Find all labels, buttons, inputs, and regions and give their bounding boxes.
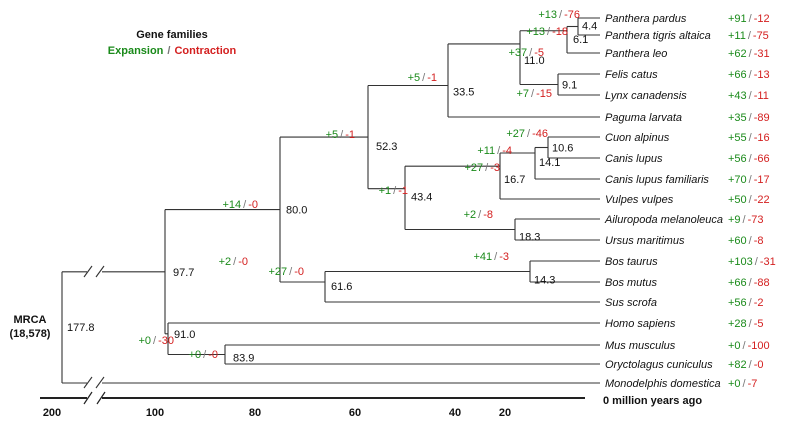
species-name: Cuon alpinus: [605, 132, 670, 144]
species-name: Canis lupus familiaris: [605, 174, 709, 186]
node-age-label: 11.0: [524, 55, 545, 67]
node-age-label: 16.7: [504, 174, 525, 186]
node-age-label: 10.6: [552, 143, 573, 155]
species-name: Bos mutus: [605, 277, 657, 289]
species-gene-count-label: +0/-7: [728, 378, 757, 390]
species-gene-count-label: +35/-89: [728, 112, 770, 124]
node-gene-count-label: +37/-5: [508, 47, 544, 59]
node-age-label: 18.3: [519, 232, 540, 244]
species-name: Felis catus: [605, 69, 658, 81]
tree-branches: [61, 17, 600, 389]
axis-tick-label: 20: [499, 407, 511, 419]
legend-slash: /: [167, 45, 170, 57]
axis-tick-label: 60: [349, 407, 361, 419]
axis-tick-label: 80: [249, 407, 261, 419]
node-age-label: 14.1: [539, 157, 560, 169]
node-age-label: 33.5: [453, 87, 474, 99]
species-gene-count-label: +62/-31: [728, 48, 770, 60]
node-gene-count-label: +14/-0: [222, 199, 258, 211]
branch-break-mark: [95, 265, 105, 278]
axis-tick-label: 40: [449, 407, 461, 419]
branch-break-mark: [83, 376, 93, 389]
node-gene-count-label: +0/-0: [189, 349, 218, 361]
species-name: Mus musculus: [605, 340, 676, 352]
node-age-label: 83.9: [233, 353, 254, 365]
species-gene-count-label: +56/-2: [728, 297, 764, 309]
species-name: Panthera leo: [605, 48, 667, 60]
species-name: Monodelphis domestica: [605, 378, 721, 390]
species-name: Panthera pardus: [605, 13, 687, 25]
branch-break-mark: [95, 376, 105, 389]
node-gene-count-label: +13/-18: [526, 26, 568, 38]
node-age-label: 43.4: [411, 192, 432, 204]
root-count: (18,578): [10, 328, 51, 340]
legend-title: Gene families: [136, 29, 208, 41]
node-age-label: 6.1: [573, 34, 588, 46]
species-gene-count-label: +91/-12: [728, 13, 770, 25]
species-name: Homo sapiens: [605, 318, 676, 330]
node-gene-count-label: +2/-8: [464, 209, 493, 221]
axis-tick-label: 200: [43, 407, 61, 419]
species-gene-count-label: +82/-0: [728, 359, 764, 371]
node-gene-count-label: +13/-76: [538, 9, 580, 21]
axis-tick-label: 100: [146, 407, 164, 419]
node-gene-count-label: +27/-46: [506, 128, 548, 140]
tree-labels: 4.4+13/-76 6.1 +13/-18 11.0+37/-5 9.1 +7/-15 3…: [138, 9, 775, 390]
species-name: Ailuropoda melanoleuca: [604, 214, 723, 226]
node-age-label: 97.7: [173, 267, 194, 279]
species-name: Vulpes vulpes: [605, 194, 674, 206]
species-name: Sus scrofa: [605, 297, 657, 309]
node-age-label: 4.4: [582, 21, 597, 33]
species-gene-count-label: +0/-100: [728, 340, 770, 352]
axis-break-mark-1: [83, 391, 93, 405]
species-name: Paguma larvata: [605, 112, 682, 124]
species-name: Bos taurus: [605, 256, 658, 268]
species-gene-count-label: +103/-31: [728, 256, 776, 268]
node-age-label: 61.6: [331, 281, 352, 293]
species-gene-count-label: +70/-17: [728, 174, 770, 186]
species-gene-count-label: +11/-75: [728, 30, 769, 42]
node-age-label: 91.0: [174, 329, 195, 341]
node-gene-count-label: +7/-15: [516, 88, 552, 100]
node-gene-count-label: +0/-30: [138, 335, 174, 347]
species-name: Panthera tigris altaica: [605, 30, 711, 42]
node-age-label: 52.3: [376, 141, 397, 153]
node-gene-count-label: +1/-1: [379, 185, 408, 197]
axis-zero-label: 0 million years ago: [603, 395, 702, 407]
species-name: Oryctolagus cuniculus: [605, 359, 713, 371]
node-gene-count-label: +11/-4: [477, 145, 512, 157]
node-gene-count-label: +27/-0: [268, 266, 304, 278]
root-label: MRCA: [14, 314, 47, 326]
species-gene-count-label: +66/-88: [728, 277, 770, 289]
node-gene-count-label: +5/-1: [326, 129, 355, 141]
node-gene-count-label: +2/-0: [219, 256, 248, 268]
node-gene-count-label: +5/-1: [408, 72, 437, 84]
species-gene-count-label: +66/-13: [728, 69, 770, 81]
axis-break-mark-2: [96, 391, 106, 405]
species-gene-count-label: +43/-11: [728, 90, 769, 102]
species-gene-count-label: +28/-5: [728, 318, 764, 330]
root-age: 177.8: [67, 322, 95, 334]
species-gene-count-label: +9/-73: [728, 214, 764, 226]
species-gene-count-label: +55/-16: [728, 132, 770, 144]
species-gene-count-label: +56/-66: [728, 153, 770, 165]
species-gene-count-label: +50/-22: [728, 194, 770, 206]
node-age-label: 80.0: [286, 205, 307, 217]
node-age-label: 14.3: [534, 275, 555, 287]
legend-expansion: Expansion: [108, 45, 164, 57]
species-name: Canis lupus: [605, 153, 663, 165]
node-gene-count-label: +41/-3: [473, 251, 509, 263]
species-gene-count-label: +60/-8: [728, 235, 764, 247]
legend-contraction: Contraction: [174, 45, 236, 57]
legend-line: Expansion / Contraction: [108, 45, 237, 57]
node-age-label: 9.1: [562, 80, 577, 92]
time-axis: 200 100 80 60 40 20 0 million years ago: [40, 391, 702, 419]
branch-break-mark: [83, 265, 93, 278]
species-name: Lynx canadensis: [605, 90, 687, 102]
species-name: Ursus maritimus: [605, 235, 685, 247]
node-gene-count-label: +27/-3: [464, 162, 500, 174]
